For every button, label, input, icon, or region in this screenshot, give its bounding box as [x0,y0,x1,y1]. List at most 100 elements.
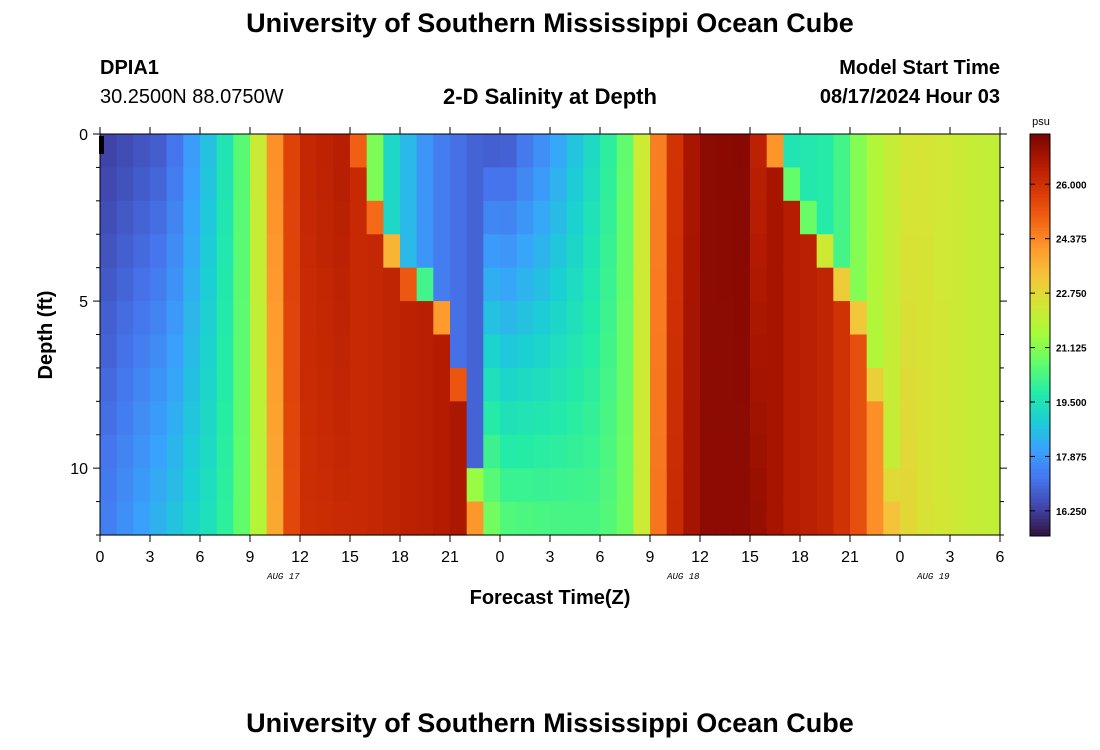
heatmap-cell [100,134,118,169]
heatmap-cell [983,367,1001,402]
heatmap-cell [783,401,801,436]
heatmap-cell [316,234,334,269]
heatmap-cell [600,468,618,503]
heatmap-cell [450,234,468,269]
heatmap-cell [450,501,468,536]
colorbar-cell [1030,502,1050,507]
heatmap-cell [333,501,351,536]
heatmap-cell [616,468,634,503]
heatmap-cell [250,134,268,169]
heatmap-cell [950,434,968,469]
heatmap-cell [500,134,518,169]
heatmap-cell [466,367,484,402]
heatmap-cell [383,501,401,536]
heatmap-cell [133,367,151,402]
colorbar-cell [1030,167,1050,172]
colorbar-cell [1030,371,1050,376]
colorbar-cell [1030,485,1050,490]
heatmap-cell [650,134,668,169]
heatmap-cell [116,367,134,402]
heatmap-cell [700,434,718,469]
heatmap-cell [783,267,801,302]
colorbar-cell [1030,475,1050,480]
heatmap-cell [983,468,1001,503]
colorbar-cell [1030,147,1050,152]
x-tick-label: 18 [391,549,409,566]
heatmap-cell [166,267,184,302]
heatmap-cell [483,267,501,302]
heatmap-cell [933,267,951,302]
heatmap-cell [766,501,784,536]
heatmap-cell [250,334,268,369]
heatmap-cell [833,367,851,402]
heatmap-cell [766,401,784,436]
heatmap-cell [400,334,418,369]
heatmap-cell [983,234,1001,269]
heatmap-cell [433,434,451,469]
heatmap-cell [716,234,734,269]
heatmap-cell [500,434,518,469]
heatmap-cell [883,234,901,269]
heatmap-cell [850,301,868,336]
heatmap-cell [100,200,118,235]
heatmap-cell [283,434,301,469]
heatmap-cell [400,401,418,436]
heatmap-cell [366,434,384,469]
colorbar-cell [1030,298,1050,302]
heatmap-cell [183,167,201,202]
heatmap-cell [450,468,468,503]
date-label: AUG 19 [916,572,950,582]
heatmap-cell [500,334,518,369]
heatmap-cell [516,401,534,436]
colorbar-cell [1030,304,1050,309]
heatmap-cell [700,334,718,369]
heatmap-cell [683,501,701,536]
heatmap-cell [100,401,118,436]
heatmap-cell [866,334,884,369]
heatmap-cell [816,301,834,336]
heatmap-cell [283,267,301,302]
colorbar-cell [1030,160,1050,165]
heatmap-cell [600,301,618,336]
heatmap-cell [833,267,851,302]
heatmap-cell [800,134,818,169]
heatmap-cell [733,367,751,402]
heatmap-cell [916,468,934,503]
heatmap-cell [416,434,434,469]
heatmap-cell [616,434,634,469]
heatmap-cell [450,134,468,169]
heatmap-cell [950,367,968,402]
heatmap-cell [650,267,668,302]
heatmap-cell [116,234,134,269]
heatmap-cell [583,234,601,269]
heatmap-cell [783,468,801,503]
heatmap-cell [383,468,401,503]
heatmap-cell [433,234,451,269]
colorbar-cell [1030,408,1050,413]
heatmap-cell [950,501,968,536]
heatmap-cell [900,301,918,336]
heatmap-cell [816,167,834,202]
heatmap-cell [433,401,451,436]
heatmap-cell [850,401,868,436]
heatmap-cell [233,434,251,469]
heatmap-cell [633,234,651,269]
colorbar-cell [1030,472,1050,477]
heatmap-cell [650,434,668,469]
heatmap-cell [566,334,584,369]
heatmap-cell [650,167,668,202]
heatmap-cell [350,167,368,202]
heatmap-cell [800,468,818,503]
heatmap-cell [466,501,484,536]
heatmap-cell [750,134,768,169]
heatmap-cell [666,134,684,169]
heatmap-cell [916,501,934,536]
heatmap-cell [616,200,634,235]
heatmap-cell [400,501,418,536]
heatmap-cell [416,401,434,436]
heatmap-cell [483,200,501,235]
heatmap-cell [583,468,601,503]
heatmap-cell [750,367,768,402]
heatmap-cell [100,367,118,402]
heatmap-cell [466,200,484,235]
